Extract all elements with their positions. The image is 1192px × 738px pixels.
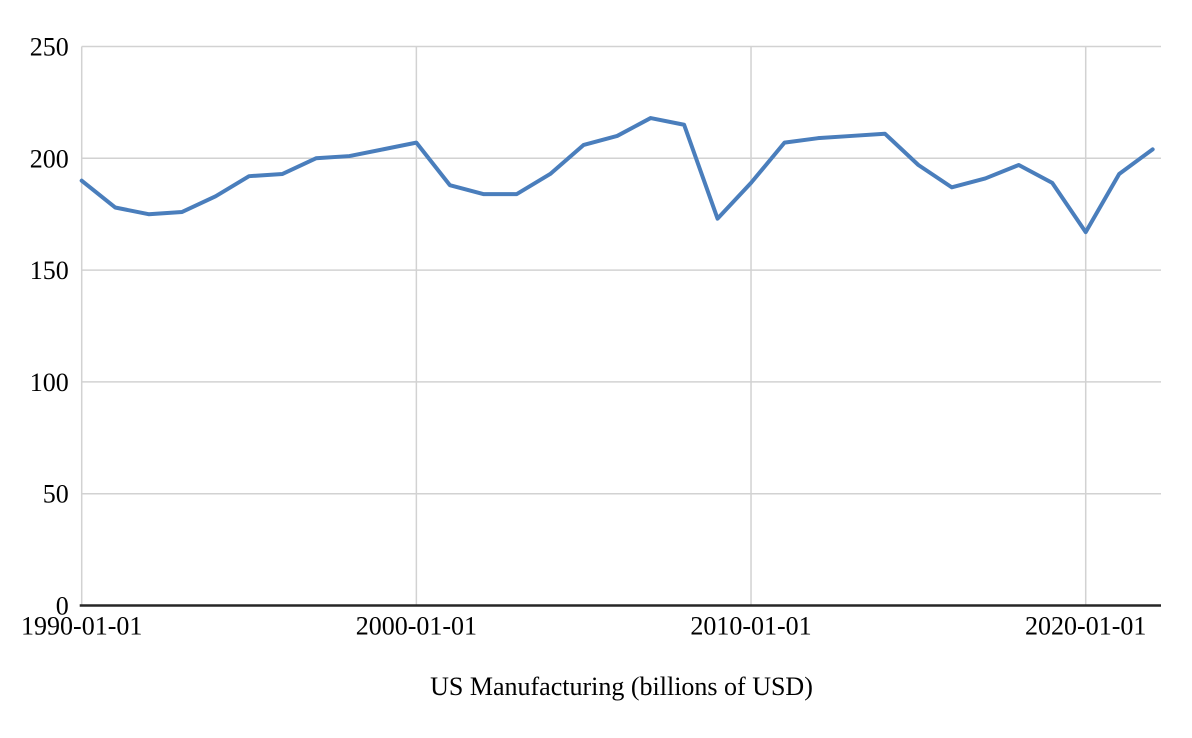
y-tick-label: 0 — [56, 592, 69, 621]
y-tick-label: 200 — [30, 144, 69, 173]
y-tick-label: 50 — [43, 480, 69, 509]
y-tick-label: 150 — [30, 256, 69, 285]
x-tick-label: 2020-01-01 — [1025, 612, 1146, 641]
chart-title: US Manufacturing (billions of USD) — [430, 672, 813, 701]
chart-svg: 0 50 100 150 200 250 1990-01-01 2000-01-01 2010-… — [21, 33, 1161, 641]
y-tick-label: 100 — [30, 368, 69, 397]
x-tick-label: 2000-01-01 — [356, 612, 477, 641]
data-series-line — [79, 116, 1155, 235]
y-tick-label: 250 — [30, 33, 69, 62]
x-tick-label: 2010-01-01 — [690, 612, 811, 641]
x-tick-label: 1990-01-01 — [21, 612, 142, 641]
